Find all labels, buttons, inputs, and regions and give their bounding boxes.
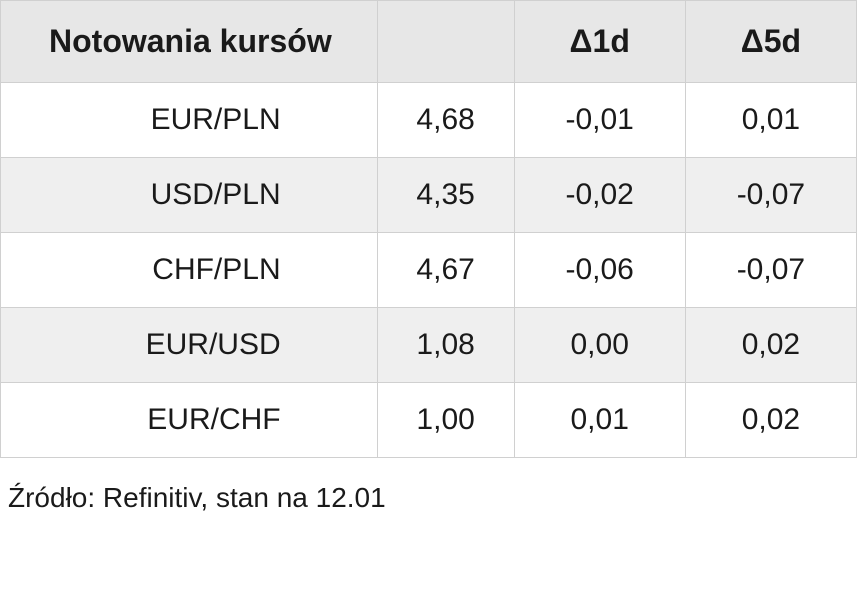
cell-d5d: 0,02 — [685, 308, 856, 383]
cell-rate: 4,68 — [377, 83, 514, 158]
cell-pair: USD/PLN — [1, 158, 378, 233]
table-row: EUR/PLN 4,68 -0,01 0,01 — [1, 83, 857, 158]
cell-rate: 4,35 — [377, 158, 514, 233]
cell-d5d: 0,01 — [685, 83, 856, 158]
delta-icon: Δ — [741, 23, 764, 59]
cell-d5d: 0,02 — [685, 383, 856, 458]
delta-1d-suffix: 1d — [593, 23, 630, 59]
cell-pair: EUR/PLN — [1, 83, 378, 158]
cell-rate: 1,08 — [377, 308, 514, 383]
cell-d1d: -0,01 — [514, 83, 685, 158]
table-row: EUR/CHF 1,00 0,01 0,02 — [1, 383, 857, 458]
fx-rates-table: Notowania kursów Δ1d Δ5d EUR/PLN 4,68 -0… — [0, 0, 857, 458]
table-row: USD/PLN 4,35 -0,02 -0,07 — [1, 158, 857, 233]
cell-rate: 1,00 — [377, 383, 514, 458]
source-footnote: Źródło: Refinitiv, stan na 12.01 — [0, 458, 857, 514]
col-header-title: Notowania kursów — [1, 1, 378, 83]
cell-pair: CHF/PLN — [1, 233, 378, 308]
delta-icon: Δ — [570, 23, 593, 59]
table-row: CHF/PLN 4,67 -0,06 -0,07 — [1, 233, 857, 308]
cell-d1d: 0,00 — [514, 308, 685, 383]
cell-pair: EUR/CHF — [1, 383, 378, 458]
cell-d1d: -0,06 — [514, 233, 685, 308]
cell-d1d: 0,01 — [514, 383, 685, 458]
cell-d1d: -0,02 — [514, 158, 685, 233]
cell-rate: 4,67 — [377, 233, 514, 308]
table-header-row: Notowania kursów Δ1d Δ5d — [1, 1, 857, 83]
cell-d5d: -0,07 — [685, 158, 856, 233]
cell-d5d: -0,07 — [685, 233, 856, 308]
col-header-rate — [377, 1, 514, 83]
cell-pair: EUR/USD — [1, 308, 378, 383]
col-header-delta-1d: Δ1d — [514, 1, 685, 83]
delta-5d-suffix: 5d — [764, 23, 801, 59]
table-row: EUR/USD 1,08 0,00 0,02 — [1, 308, 857, 383]
col-header-delta-5d: Δ5d — [685, 1, 856, 83]
